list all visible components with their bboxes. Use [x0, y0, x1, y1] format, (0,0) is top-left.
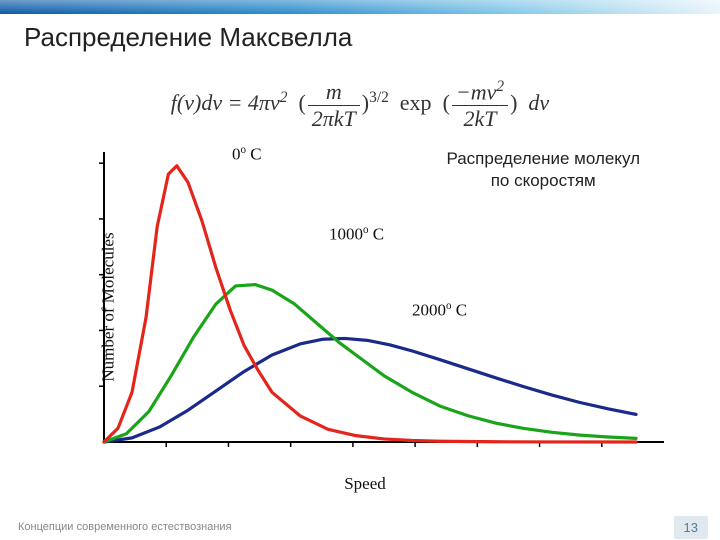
header-gloss	[0, 0, 720, 14]
formula-prefix: f(v)dv = 4πv	[171, 90, 280, 115]
formula-frac2-num-sup: 2	[496, 78, 504, 95]
formula-suffix: dv	[528, 90, 549, 115]
formula-frac1-num: m	[308, 79, 360, 106]
formula-frac2-num: −mv	[456, 79, 497, 104]
formula-v-squared: 2	[280, 89, 288, 106]
footer: Концепции современного естествознания 13	[0, 514, 720, 540]
header-stripe	[0, 0, 720, 14]
formula-frac2-den: 2kT	[452, 106, 508, 132]
formula-exp-power: 3/2	[369, 89, 389, 106]
chart-svg	[60, 142, 670, 472]
title-bar: Распределение Максвелла	[0, 14, 720, 72]
maxwell-formula: f(v)dv = 4πv2 (m2πkT)3/2 exp (−mv22kT) d…	[0, 72, 720, 142]
x-axis-label: Speed	[344, 474, 386, 494]
page-number-badge: 13	[674, 516, 708, 539]
slide-title: Распределение Максвелла	[24, 22, 696, 53]
formula-frac1-den: 2πkT	[308, 106, 360, 132]
footer-text: Концепции современного естествознания	[18, 521, 232, 533]
formula-exp-word: exp	[400, 90, 432, 115]
chart-area: Распределение молекул по скоростям Numbe…	[60, 142, 670, 472]
